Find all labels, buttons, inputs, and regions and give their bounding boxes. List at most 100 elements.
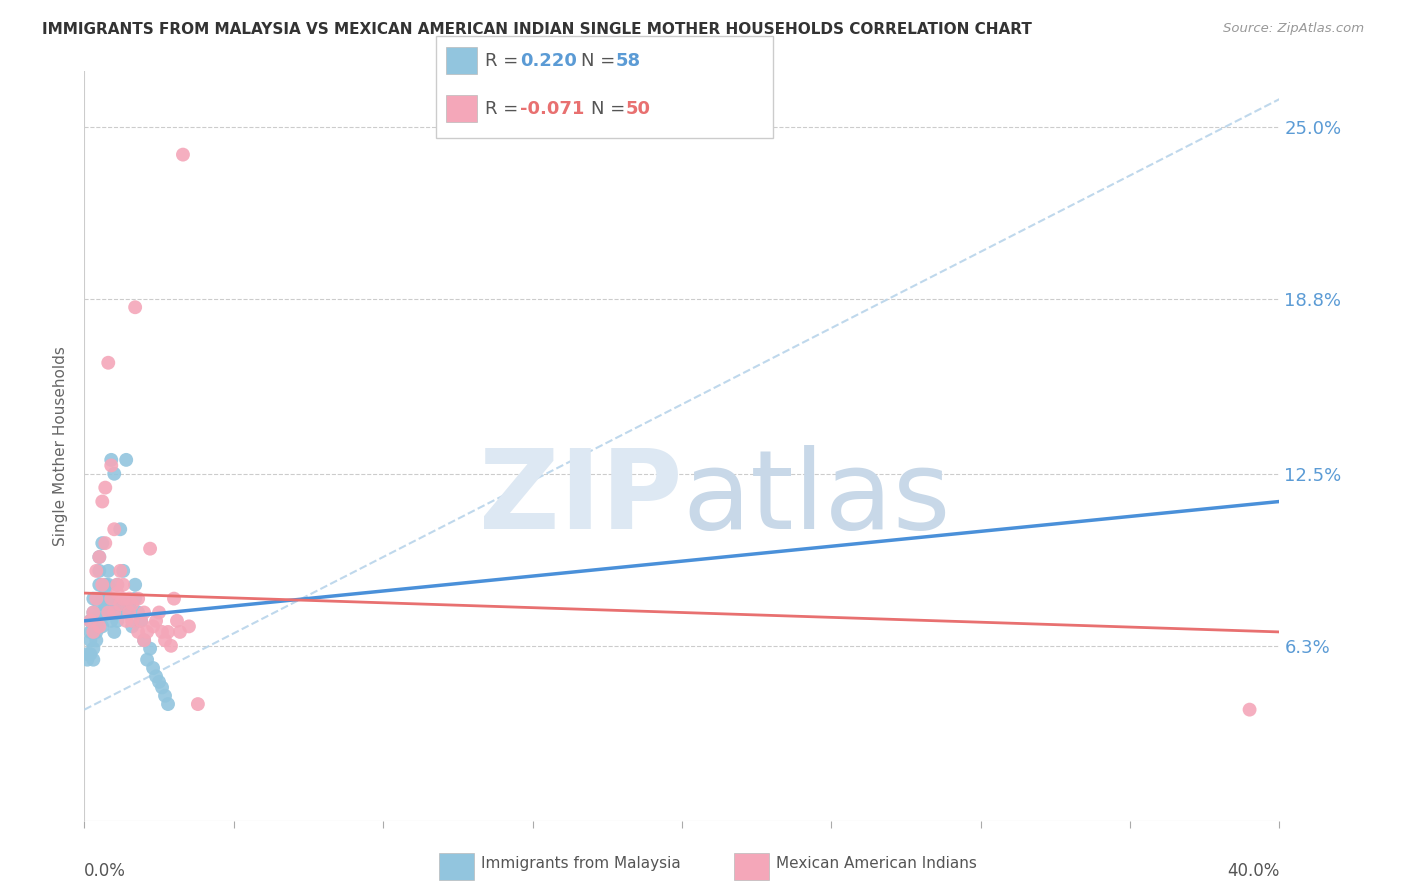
Point	[115, 606, 138, 620]
Point	[97, 597, 120, 611]
Point	[169, 624, 191, 639]
Point	[112, 591, 135, 606]
Point	[124, 591, 146, 606]
Point	[124, 300, 146, 314]
Point	[82, 624, 104, 639]
Point	[112, 564, 135, 578]
Point	[103, 606, 125, 620]
Point	[136, 624, 159, 639]
Point	[157, 624, 180, 639]
Text: 50: 50	[626, 100, 651, 118]
Point	[121, 619, 143, 633]
Point	[115, 453, 138, 467]
Point	[94, 586, 117, 600]
Point	[89, 564, 111, 578]
Point	[127, 606, 149, 620]
Point	[91, 591, 114, 606]
Point	[110, 564, 132, 578]
Point	[94, 597, 117, 611]
Point	[86, 591, 108, 606]
Point	[153, 633, 176, 648]
Text: 0.220: 0.220	[520, 52, 576, 70]
Point	[110, 606, 132, 620]
Point	[89, 578, 111, 592]
Point	[79, 647, 101, 661]
Point	[129, 614, 152, 628]
Text: 58: 58	[616, 52, 641, 70]
Point	[82, 641, 104, 656]
Point	[105, 586, 128, 600]
Point	[91, 606, 114, 620]
Text: atlas: atlas	[682, 445, 950, 552]
Point	[82, 653, 104, 667]
Point	[105, 578, 128, 592]
Point	[100, 591, 122, 606]
Point	[91, 578, 114, 592]
Point	[118, 591, 141, 606]
Text: 0.0%: 0.0%	[84, 863, 127, 880]
Point	[172, 147, 194, 161]
Point	[86, 624, 108, 639]
Point	[112, 597, 135, 611]
Point	[115, 614, 138, 628]
Point	[110, 522, 132, 536]
Point	[100, 591, 122, 606]
Point	[153, 689, 176, 703]
Point	[124, 578, 146, 592]
Point	[103, 467, 125, 481]
Text: IMMIGRANTS FROM MALAYSIA VS MEXICAN AMERICAN INDIAN SINGLE MOTHER HOUSEHOLDS COR: IMMIGRANTS FROM MALAYSIA VS MEXICAN AMER…	[42, 22, 1032, 37]
Point	[139, 541, 162, 556]
Point	[97, 606, 120, 620]
Point	[121, 614, 143, 628]
Point	[121, 597, 143, 611]
Text: -0.071: -0.071	[520, 100, 585, 118]
Point	[118, 606, 141, 620]
Point	[157, 697, 180, 711]
Point	[142, 619, 165, 633]
Point	[132, 633, 156, 648]
Point	[103, 624, 125, 639]
Point	[150, 624, 173, 639]
Point	[91, 619, 114, 633]
Point	[89, 549, 111, 564]
Point	[132, 606, 156, 620]
Point	[82, 606, 104, 620]
Text: Immigrants from Malaysia: Immigrants from Malaysia	[481, 856, 681, 871]
Point	[129, 614, 152, 628]
Point	[118, 597, 141, 611]
Point	[145, 614, 167, 628]
Point	[91, 494, 114, 508]
Point	[86, 564, 108, 578]
Point	[112, 578, 135, 592]
Point	[145, 669, 167, 683]
Y-axis label: Single Mother Households: Single Mother Households	[53, 346, 69, 546]
Point	[187, 697, 209, 711]
Point	[89, 619, 111, 633]
Text: Mexican American Indians: Mexican American Indians	[776, 856, 977, 871]
Point	[163, 591, 186, 606]
Text: 40.0%: 40.0%	[1227, 863, 1279, 880]
Text: R =: R =	[485, 100, 524, 118]
Point	[82, 606, 104, 620]
Point	[100, 458, 122, 473]
Point	[79, 624, 101, 639]
Point	[76, 647, 98, 661]
Point	[76, 653, 98, 667]
Point	[139, 641, 162, 656]
Point	[94, 578, 117, 592]
Point	[86, 619, 108, 633]
Point	[142, 661, 165, 675]
Point	[150, 681, 173, 695]
Text: N =: N =	[581, 52, 620, 70]
Point	[110, 597, 132, 611]
Point	[148, 606, 170, 620]
Point	[94, 481, 117, 495]
Point	[160, 639, 183, 653]
Point	[89, 549, 111, 564]
Text: R =: R =	[485, 52, 524, 70]
Point	[94, 536, 117, 550]
Point	[105, 614, 128, 628]
Point	[97, 578, 120, 592]
Point	[86, 611, 108, 625]
Point	[127, 591, 149, 606]
